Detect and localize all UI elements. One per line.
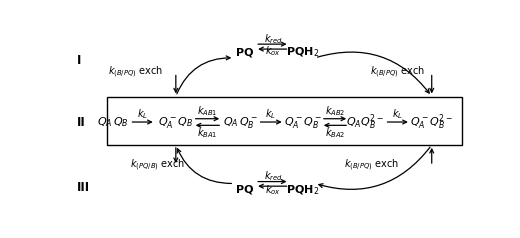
Text: I: I	[77, 54, 82, 67]
Text: $Q_A\,Q_B$: $Q_A\,Q_B$	[97, 115, 129, 129]
Text: $Q_AQ_B^{2-}$: $Q_AQ_B^{2-}$	[346, 112, 384, 132]
Text: $k_{BA2}$: $k_{BA2}$	[324, 126, 345, 139]
Text: $k_{(B/PQ)}$ exch: $k_{(B/PQ)}$ exch	[344, 157, 399, 173]
Text: $k_{red}$: $k_{red}$	[264, 32, 283, 46]
Text: III: III	[77, 182, 90, 194]
Text: PQ: PQ	[236, 185, 253, 195]
Bar	[107, 97, 462, 145]
Text: $k_{AB1}$: $k_{AB1}$	[198, 104, 218, 118]
Text: $k_L$: $k_L$	[392, 107, 403, 121]
Text: PQH$_2$: PQH$_2$	[286, 183, 319, 197]
Text: $Q_A^-Q_B^-$: $Q_A^-Q_B^-$	[284, 114, 322, 129]
Text: PQ: PQ	[236, 47, 253, 57]
Text: $Q_A^-Q_B$: $Q_A^-Q_B$	[158, 114, 193, 129]
Text: $k_{(B/PQ)}$ exch: $k_{(B/PQ)}$ exch	[370, 65, 425, 80]
Text: $Q_A^-Q_B^{2-}$: $Q_A^-Q_B^{2-}$	[410, 112, 453, 132]
Text: $k_{red}$: $k_{red}$	[264, 169, 283, 183]
Text: $k_{(B/PQ)}$ exch: $k_{(B/PQ)}$ exch	[108, 65, 163, 80]
Text: $k_{BA1}$: $k_{BA1}$	[198, 126, 218, 139]
Text: PQH$_2$: PQH$_2$	[286, 46, 319, 59]
Text: $k_L$: $k_L$	[265, 107, 277, 121]
Text: $k_L$: $k_L$	[137, 107, 148, 121]
Text: $k_{ox}$: $k_{ox}$	[265, 183, 281, 197]
Text: $k_{AB2}$: $k_{AB2}$	[324, 104, 345, 118]
Text: II: II	[77, 115, 86, 129]
Text: $k_{(PQ/B)}$ exch: $k_{(PQ/B)}$ exch	[130, 157, 185, 173]
Text: $Q_A\,Q_B^-$: $Q_A\,Q_B^-$	[223, 114, 258, 129]
Text: $k_{ox}$: $k_{ox}$	[265, 45, 281, 58]
